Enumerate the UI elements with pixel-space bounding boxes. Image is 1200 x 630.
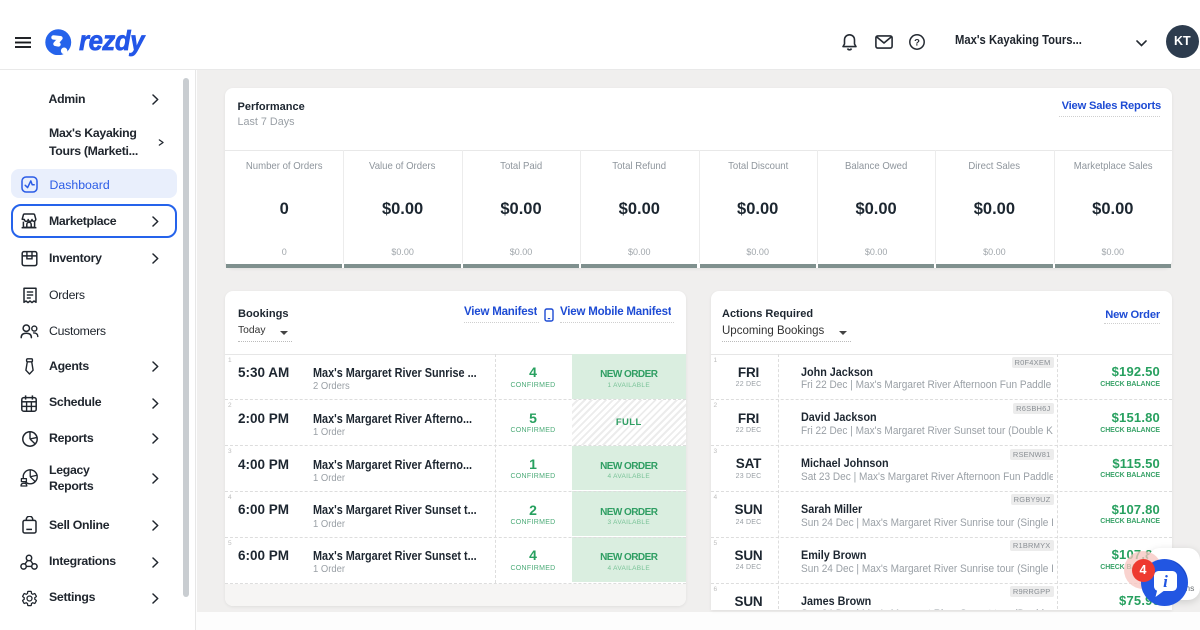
svg-text:?: ? [914, 37, 920, 48]
svg-text:i: i [1163, 572, 1168, 591]
